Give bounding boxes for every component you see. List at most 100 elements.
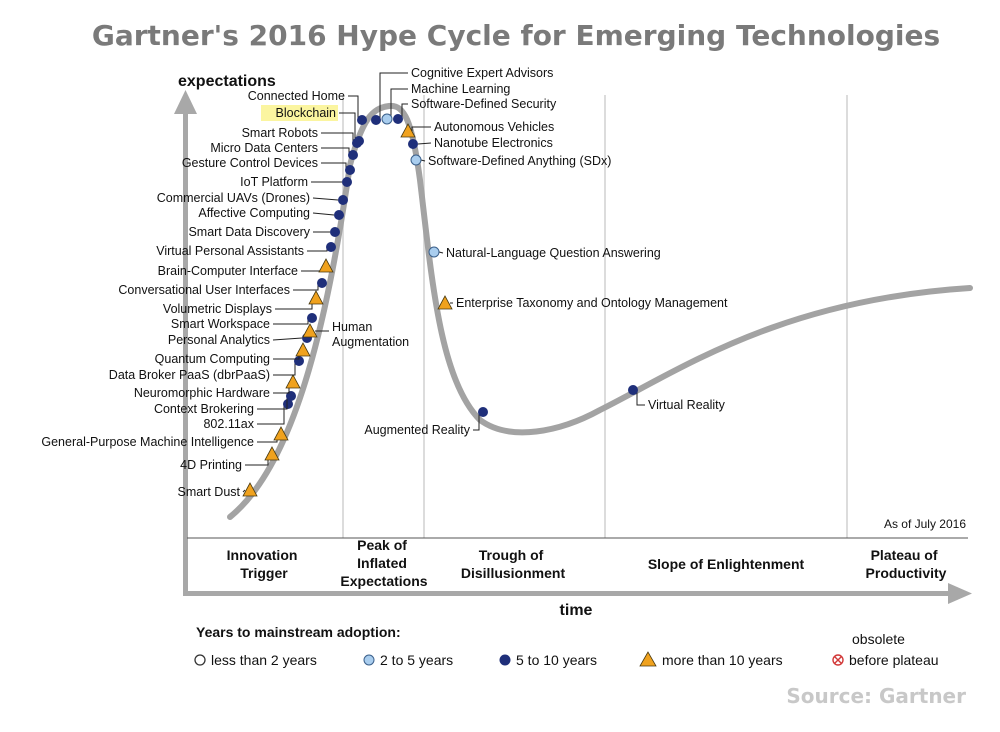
triangle-marker	[302, 323, 318, 338]
y-axis-label: expectations	[178, 73, 276, 90]
axes	[174, 90, 972, 604]
phase-slope: Slope of Enlightenment	[648, 556, 805, 572]
x-axis-line	[183, 591, 955, 596]
tech-label: Brain-Computer Interface	[158, 264, 298, 278]
tech-label: Commercial UAVs (Drones)	[157, 191, 310, 205]
legend-label: 2 to 5 years	[380, 652, 453, 668]
legend-item-5-to-10-years: 5 to 10 years	[499, 652, 597, 668]
phase-line: Plateau of	[871, 547, 938, 563]
leader-line	[312, 212, 335, 216]
light-circle-marker	[381, 113, 393, 125]
leader-line	[245, 454, 269, 466]
tech-label: Nanotube Electronics	[434, 136, 553, 150]
tech-volumetric-displays: Volumetric Displays	[163, 290, 324, 316]
tech-label: Virtual Reality	[648, 398, 726, 412]
leader-line	[273, 361, 296, 376]
leader-line	[275, 298, 313, 310]
leader-line	[257, 396, 288, 410]
tech-label: General-Purpose Machine Intelligence	[41, 435, 254, 449]
dark-circle-marker	[371, 115, 381, 125]
phase-separators	[342, 95, 848, 538]
leader-line	[257, 434, 278, 443]
dark-circle-marker	[345, 165, 355, 175]
tech-machine-learning: Machine Learning	[381, 82, 510, 125]
legend-item-obsolete: obsolete before plateau	[832, 631, 939, 668]
leader-line	[379, 72, 408, 120]
dark-circle-marker	[342, 177, 352, 187]
leader-line	[321, 132, 354, 143]
tech-virtual-personal-assistants: Virtual Personal Assistants	[156, 242, 336, 258]
tech-commercial-uavs-drones: Commercial UAVs (Drones)	[157, 191, 348, 205]
triangle-marker	[242, 482, 258, 497]
legend-title: Years to mainstream adoption:	[196, 624, 401, 640]
tech-software-defined-anything-sdx: Software-Defined Anything (SDx)	[410, 154, 611, 168]
open-circle-icon	[194, 654, 206, 666]
tech-blockchain: Blockchain	[261, 105, 364, 146]
dark-circle-marker	[393, 114, 403, 124]
dark-circle-icon	[499, 654, 511, 666]
triangle-marker	[264, 446, 280, 461]
dark-circle-marker	[408, 139, 418, 149]
legend-obsolete-caption: obsolete	[852, 631, 905, 647]
leader-line	[411, 126, 431, 131]
phase-line: Disillusionment	[461, 565, 566, 581]
leader-line	[307, 247, 328, 252]
chart-title: Gartner's 2016 Hype Cycle for Emerging T…	[92, 19, 940, 52]
legend-label: before plateau	[849, 652, 939, 668]
triangle-marker	[273, 426, 289, 441]
y-axis-line	[183, 112, 188, 596]
tech-label: 4D Printing	[180, 458, 242, 472]
tech-enterprise-taxonomy-and-ontology-management: Enterprise Taxonomy and Ontology Managem…	[437, 295, 728, 310]
leader-line	[636, 390, 645, 406]
legend-item-more-than-10-years: more than 10 years	[639, 651, 783, 668]
tech-human-augmentation: Human Augmentation	[302, 320, 409, 349]
highlight-box	[261, 105, 338, 121]
tech-label: Gesture Control Devices	[182, 156, 318, 170]
leader-line	[401, 103, 408, 119]
leader-line	[390, 88, 408, 119]
leader-line	[417, 142, 432, 145]
phase-line: Inflated	[357, 555, 407, 571]
x-axis-label: time	[560, 602, 593, 619]
tech-label: Autonomous Vehicles	[434, 120, 554, 134]
triangle-marker	[318, 258, 334, 273]
tech-iot-platform: IoT Platform	[240, 175, 352, 189]
triangle-marker	[437, 295, 453, 310]
phase-innovation-trigger: Innovation Trigger	[227, 547, 302, 581]
tech-802-11ax: 802.11ax	[203, 399, 293, 431]
tech-smart-dust: Smart Dust	[177, 482, 258, 499]
light-circle-marker	[410, 154, 422, 166]
phase-line: Trough of	[479, 547, 544, 563]
phase-line: Trigger	[240, 565, 288, 581]
legend-label: more than 10 years	[662, 652, 783, 668]
leader-line	[273, 318, 309, 325]
tech-label: Quantum Computing	[155, 352, 270, 366]
tech-label: Augmented Reality	[364, 423, 470, 437]
tech-label: Personal Analytics	[168, 333, 270, 347]
tech-label: 802.11ax	[203, 417, 254, 431]
triangle-marker	[400, 123, 416, 138]
tech-label: Conversational User Interfaces	[118, 283, 290, 297]
triangle-marker	[308, 290, 324, 305]
label-line: Human	[332, 320, 372, 334]
triangle-icon	[639, 651, 657, 667]
dark-circle-marker	[283, 399, 293, 409]
leader-line	[339, 112, 356, 141]
y-axis-arrow	[174, 90, 197, 114]
tech-virtual-reality: Virtual Reality	[628, 385, 726, 412]
tech-software-defined-security: Software-Defined Security	[393, 97, 557, 124]
leader-line	[348, 95, 359, 120]
leader-line	[438, 251, 444, 254]
tech-label: Software-Defined Anything (SDx)	[428, 154, 611, 168]
leader-line	[257, 404, 285, 425]
tech-label: Machine Learning	[411, 82, 510, 96]
tech-label: Volumetric Displays	[163, 302, 272, 316]
phase-line: Innovation	[227, 547, 298, 563]
leader-line	[321, 147, 350, 155]
phase-line: Peak of	[357, 537, 407, 553]
phase-line: Productivity	[866, 565, 947, 581]
light-circle-marker	[428, 246, 440, 258]
tech-natural-language-question-answering: Natural-Language Question Answering	[428, 246, 661, 260]
phase-trough: Trough of Disillusionment	[461, 547, 566, 581]
